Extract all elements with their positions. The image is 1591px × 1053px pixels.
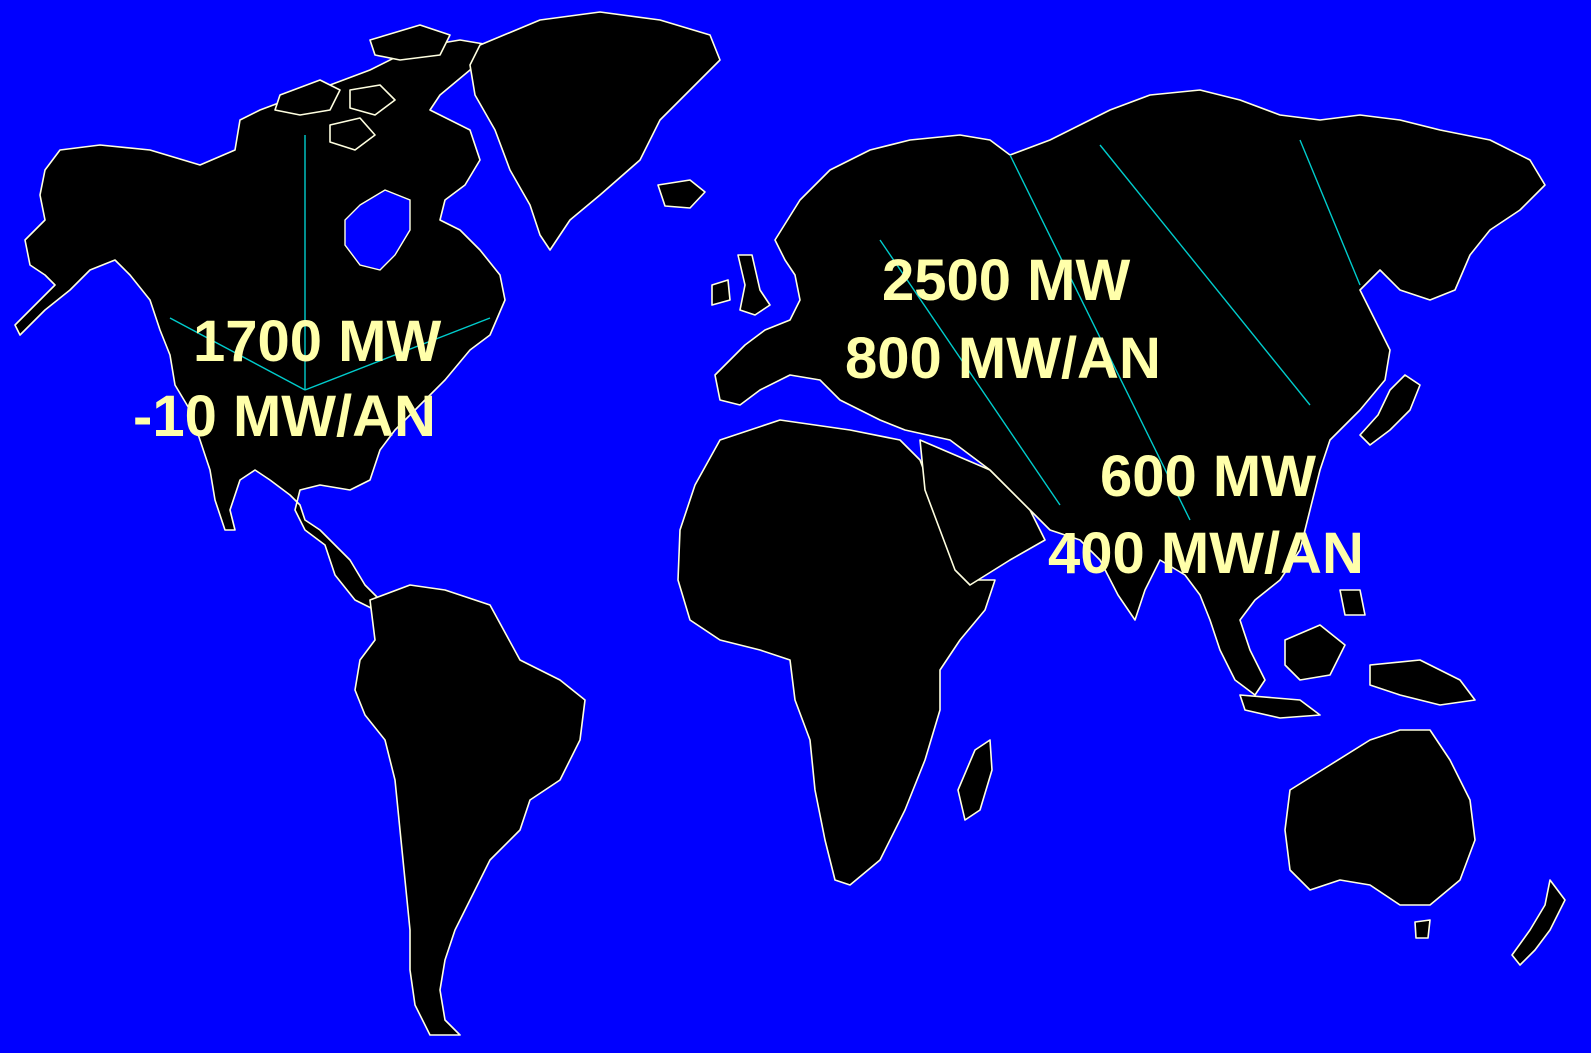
british-isles-landmass bbox=[737, 254, 771, 316]
greenland-landmass bbox=[469, 11, 721, 251]
north-america-power-label: 1700 MW bbox=[193, 309, 442, 374]
connector-line bbox=[1099, 144, 1311, 406]
ireland-landmass bbox=[711, 279, 731, 306]
arctic-island bbox=[274, 79, 341, 116]
japan-landmass bbox=[1359, 374, 1421, 446]
sea-island bbox=[1339, 589, 1366, 616]
australia-landmass bbox=[1284, 729, 1476, 906]
north-america-rate-label: -10 MW/AN bbox=[133, 384, 436, 449]
new-zealand-landmass bbox=[1511, 879, 1566, 966]
connector-line bbox=[879, 239, 1061, 506]
arctic-island bbox=[349, 84, 396, 116]
arctic-island bbox=[329, 117, 376, 151]
eurasia-landmass bbox=[714, 89, 1546, 696]
new-guinea-landmass bbox=[1369, 659, 1476, 706]
tasmania-landmass bbox=[1414, 919, 1431, 939]
connector-line bbox=[169, 317, 306, 391]
arctic-island bbox=[369, 24, 451, 61]
asia-power-label: 600 MW bbox=[1100, 444, 1316, 509]
connector-line bbox=[1009, 154, 1191, 521]
connector-line bbox=[304, 317, 491, 391]
hudson-bay bbox=[344, 189, 411, 271]
south-america-landmass bbox=[354, 584, 586, 1036]
connector-lines bbox=[169, 135, 1361, 521]
sea-island bbox=[1239, 694, 1321, 719]
asia-rate-label: 400 MW/AN bbox=[1048, 521, 1364, 586]
madagascar-landmass bbox=[957, 739, 993, 821]
connector-line bbox=[1299, 139, 1361, 286]
europe-rate-label: 800 MW/AN bbox=[845, 326, 1161, 391]
iceland-landmass bbox=[657, 179, 706, 209]
europe-power-label: 2500 MW bbox=[882, 248, 1131, 313]
sea-island bbox=[1284, 624, 1346, 681]
